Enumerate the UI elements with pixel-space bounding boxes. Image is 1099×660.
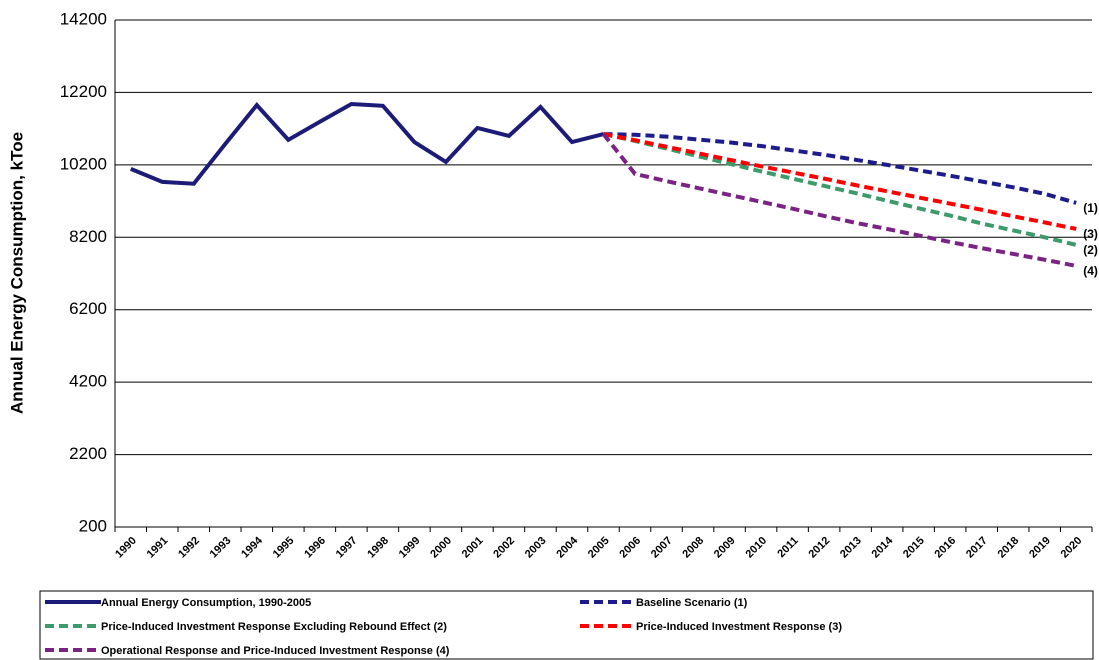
x-tick-label: 2011 bbox=[775, 535, 800, 560]
x-tick-label: 1990 bbox=[113, 535, 139, 561]
x-tick-label: 2005 bbox=[586, 535, 612, 561]
x-tick-label: 2019 bbox=[1027, 535, 1053, 561]
x-tick-label: 1996 bbox=[302, 535, 328, 561]
x-tick-label: 2013 bbox=[838, 535, 864, 561]
x-tick-label: 2001 bbox=[460, 535, 486, 561]
x-tick-label: 2006 bbox=[617, 535, 643, 561]
legend-label: Price-Induced Investment Response (3) bbox=[636, 621, 842, 633]
y-axis-title: Annual Energy Consumption, kToe bbox=[7, 132, 26, 414]
x-tick-label: 1992 bbox=[176, 535, 202, 561]
y-tick-label: 2200 bbox=[69, 444, 107, 463]
x-tick-label: 2016 bbox=[933, 535, 959, 561]
y-tick-label: 6200 bbox=[69, 299, 107, 318]
x-tick-label: 2008 bbox=[680, 535, 706, 561]
x-tick-label: 1993 bbox=[208, 535, 234, 561]
series-line bbox=[603, 132, 1077, 247]
x-tick-label: 1997 bbox=[334, 535, 360, 561]
y-tick-label: 10200 bbox=[60, 154, 107, 173]
x-tick-label: 1995 bbox=[271, 535, 297, 561]
y-tick-label: 200 bbox=[79, 516, 107, 535]
y-tick-label: 4200 bbox=[69, 372, 107, 391]
end-label: (3) bbox=[1083, 227, 1098, 241]
legend-label: Annual Energy Consumption, 1990-2005 bbox=[101, 597, 311, 609]
legend-box bbox=[39, 590, 1094, 660]
x-tick-label: 2007 bbox=[649, 535, 675, 561]
x-tick-label: 2012 bbox=[806, 535, 832, 561]
x-tick-label: 1994 bbox=[239, 534, 265, 560]
x-tick-label: 2002 bbox=[491, 535, 517, 561]
end-label: (1) bbox=[1083, 201, 1098, 215]
legend-label: Baseline Scenario (1) bbox=[636, 597, 748, 609]
series-line bbox=[603, 132, 1077, 205]
end-label: (2) bbox=[1083, 243, 1098, 257]
y-tick-label: 12200 bbox=[60, 82, 107, 101]
x-tick-label: 2017 bbox=[964, 535, 990, 561]
x-tick-label: 1991 bbox=[145, 535, 171, 561]
series-line bbox=[603, 132, 1077, 231]
x-tick-label: 1999 bbox=[397, 535, 423, 561]
x-tick-label: 2009 bbox=[712, 535, 738, 561]
x-tick-label: 2020 bbox=[1059, 535, 1085, 561]
x-tick-label: 1998 bbox=[365, 535, 391, 561]
x-tick-label: 2015 bbox=[901, 535, 927, 561]
x-tick-label: 2018 bbox=[996, 535, 1022, 561]
x-tick-label: 2014 bbox=[870, 534, 896, 560]
series-line bbox=[129, 101, 604, 186]
y-tick-label: 8200 bbox=[69, 227, 107, 246]
y-tick-label: 14200 bbox=[60, 9, 107, 28]
x-tick-label: 2010 bbox=[743, 535, 769, 561]
series-line bbox=[601, 132, 1077, 268]
x-tick-label: 2003 bbox=[523, 535, 549, 561]
legend-label: Operational Response and Price-Induced I… bbox=[101, 645, 450, 657]
x-tick-label: 2004 bbox=[554, 534, 580, 560]
x-tick-label: 2000 bbox=[428, 535, 454, 561]
end-label: (4) bbox=[1083, 264, 1098, 278]
legend-label: Price-Induced Investment Response Exclud… bbox=[101, 621, 447, 633]
